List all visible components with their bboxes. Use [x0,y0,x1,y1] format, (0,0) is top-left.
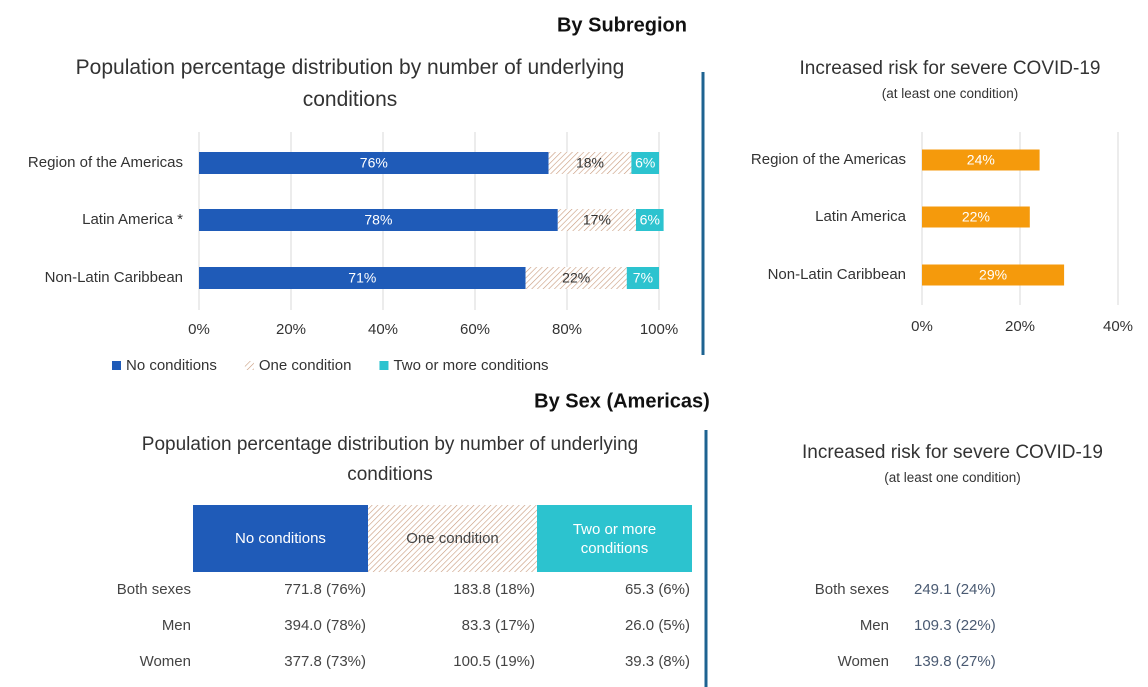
header-cell [368,505,537,572]
bar [548,152,632,174]
data-label: 22% [962,209,990,225]
x-tick-label: 80% [552,321,582,338]
cell: 109.3 (22%) [914,617,996,634]
table-title: Population percentage distribution by nu… [141,434,639,485]
data-label: 6% [635,155,655,171]
data-label: 24% [967,152,995,168]
header-label: No conditions [235,530,326,547]
table-title-box: Population percentage distribution by nu… [141,434,639,485]
y-tick-label: Region of the Americas [751,151,906,168]
row-label: Men [860,617,889,634]
bar [922,264,1065,286]
x-tick-label: 0% [188,321,210,338]
data-label: 22% [562,270,590,286]
data-label: 78% [364,212,392,228]
cell: 139.8 (27%) [914,653,996,670]
cell: 39.3 (8%) [625,653,690,670]
cell: 83.3 (17%) [462,617,535,634]
data-label: 29% [979,267,1007,283]
header-cell [537,505,692,572]
data-label: 18% [576,155,604,171]
bar [631,152,659,174]
y-tick-label: Non-Latin Caribbean [45,269,183,286]
header-label-box: Two or more conditions [572,520,657,557]
x-tick-label: 40% [368,321,398,338]
y-tick-label: Latin America [815,208,907,225]
data-label: 71% [348,270,376,286]
row-label: Both sexes [815,581,889,598]
bar [199,152,549,174]
legend-swatch [379,361,389,370]
legend-label: One condition [259,357,352,374]
y-tick-label: Latin America * [82,211,183,228]
table-subtitle-box: (at least one condition) [884,470,1021,485]
chart-title-box: Population percentage distribution by nu… [75,56,625,111]
legend-label: Two or more conditions [393,357,548,374]
x-tick-label: 20% [1005,318,1035,335]
cell: 26.0 (5%) [625,617,690,634]
header-label: Two or more conditions [572,520,657,557]
table-subtitle: (at least one condition) [884,470,1021,485]
x-tick-label: 20% [276,321,306,338]
cell: 65.3 (6%) [625,581,690,598]
x-tick-label: 40% [1103,318,1133,335]
cell: 377.8 (73%) [284,653,366,670]
data-label: 6% [640,212,660,228]
x-tick-label: 100% [640,321,678,338]
x-tick-label: 60% [460,321,490,338]
cell: 100.5 (19%) [453,653,535,670]
header-label-box: One condition [406,530,499,547]
header-label: One condition [406,530,499,547]
bar [199,267,526,289]
section-title: By Sex (Americas) [534,390,710,412]
bar [636,209,664,231]
data-label: 17% [583,212,611,228]
cell: 249.1 (24%) [914,581,996,598]
cell: 394.0 (78%) [284,617,366,634]
table-title: Increased risk for severe COVID-19 [802,442,1103,463]
section-title: By Subregion [557,14,687,36]
chart-subtitle-box: (at least one condition) [881,86,1019,101]
cell: 183.8 (18%) [453,581,535,598]
header-label-box: No conditions [235,530,326,547]
header-cell [193,505,368,572]
bar [557,209,636,231]
table-title-box: Increased risk for severe COVID-19 [802,442,1103,463]
bar [922,206,1030,228]
data-label: 76% [360,155,388,171]
x-tick-label: 0% [911,318,933,335]
y-tick-label: Region of the Americas [28,154,183,171]
row-label: Women [140,653,191,670]
legend-label: No conditions [126,357,217,374]
row-label: Men [162,617,191,634]
legend-swatch [244,361,254,370]
chart-title-box: Increased risk for severe COVID-19 [799,58,1101,79]
bar [199,209,558,231]
cell: 771.8 (76%) [284,581,366,598]
chart-title: Increased risk for severe COVID-19 [799,58,1101,79]
bar [525,267,627,289]
row-label: Both sexes [117,581,191,598]
legend-swatch [112,361,121,370]
chart-title: Population percentage distribution by nu… [75,56,625,111]
chart-subtitle: (at least one condition) [881,86,1019,101]
bar [922,149,1040,171]
row-label: Women [838,653,889,670]
data-label: 7% [633,270,653,286]
y-tick-label: Non-Latin Caribbean [768,266,906,283]
bar [626,267,659,289]
